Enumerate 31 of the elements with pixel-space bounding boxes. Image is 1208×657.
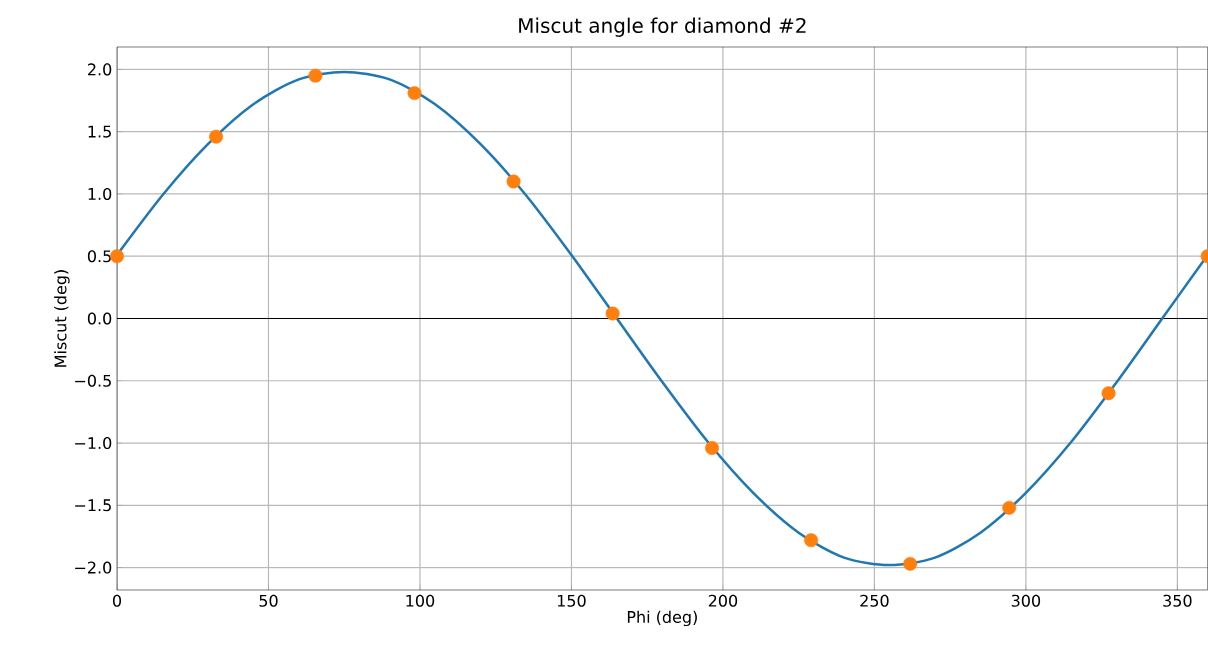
y-tick-label: −1.0 bbox=[75, 436, 112, 450]
x-tick-label: 200 bbox=[708, 594, 738, 607]
x-tick-label: 50 bbox=[259, 594, 278, 607]
point bbox=[903, 556, 918, 571]
y-tick-label: −0.5 bbox=[75, 374, 111, 387]
x-tick-label: 350 bbox=[1163, 594, 1192, 607]
point bbox=[110, 249, 124, 264]
chart-title: Miscut angle for diamond #2 bbox=[519, 17, 806, 37]
y-tick-label: −2.0 bbox=[75, 561, 112, 574]
y-tick-label: 0.0 bbox=[87, 312, 112, 325]
y-tick-label: −1.5 bbox=[75, 499, 111, 512]
x-tick-label: 150 bbox=[557, 594, 586, 607]
x-tick-label: 100 bbox=[406, 594, 435, 607]
y-tick-label: 2.0 bbox=[88, 63, 112, 76]
y-tick-label: 1.0 bbox=[88, 187, 112, 201]
point bbox=[804, 533, 819, 548]
point bbox=[1101, 386, 1116, 401]
y-tick-label: 0.5 bbox=[87, 250, 111, 263]
x-axis-title: Phi (deg) bbox=[627, 610, 697, 627]
point bbox=[506, 174, 521, 189]
y-axis-title: Miscut (deg) bbox=[54, 270, 70, 367]
point bbox=[209, 129, 224, 144]
point bbox=[308, 68, 323, 83]
point bbox=[605, 306, 620, 321]
x-tick-label: 0 bbox=[112, 594, 122, 607]
x-tick-label: 300 bbox=[1011, 594, 1041, 607]
x-tick-label: 250 bbox=[860, 594, 889, 607]
point bbox=[705, 441, 719, 455]
point bbox=[1002, 500, 1017, 515]
y-tick-label: 1.5 bbox=[88, 125, 111, 138]
point bbox=[407, 86, 422, 101]
